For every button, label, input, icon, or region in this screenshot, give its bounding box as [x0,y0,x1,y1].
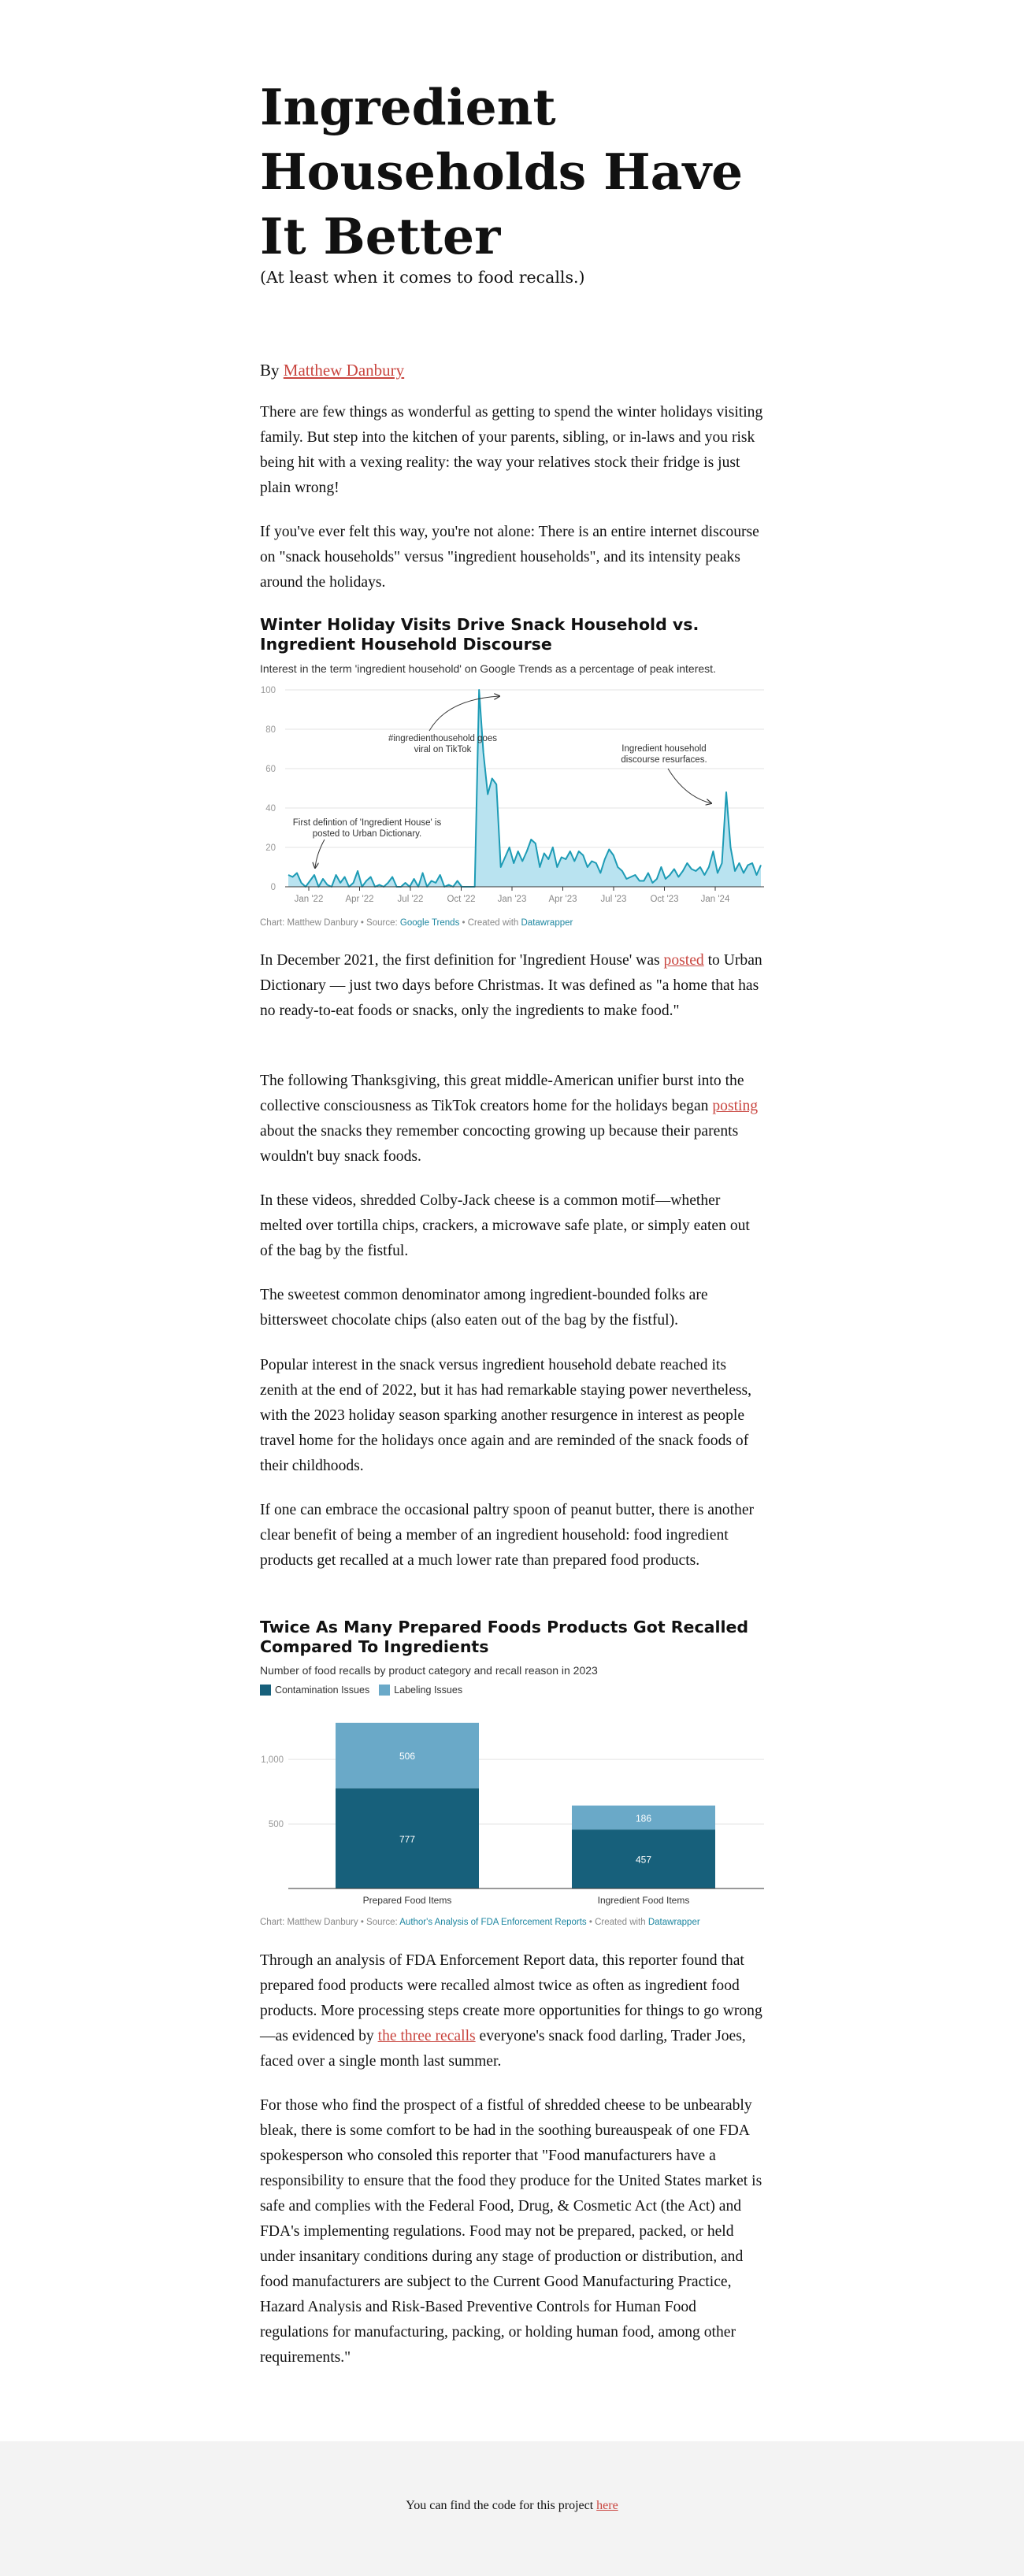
p3-text-a: In December 2021, the first definition f… [260,952,664,969]
annotation-urban-dictionary: First defintion of 'Ingredient House' is… [293,818,442,868]
annotation-tiktok-arrow [429,696,499,732]
bar-value-label: 186 [636,1813,651,1824]
bar-value-label: 457 [636,1855,651,1866]
chart1-x-tick: Oct '23 [650,895,678,904]
chart1-y-tick: 80 [265,725,276,735]
bar-contamination [336,1788,479,1888]
legend-labeling-swatch [379,1685,391,1696]
p9-text-b: everyone's snack food darling, Trader Jo… [260,2028,746,2070]
bar-value-label: 777 [399,1833,415,1844]
chart2-subtitle: Number of food recalls by product catego… [260,1664,598,1677]
bar-contamination [572,1829,715,1888]
chart1-source-prefix: Chart: Matthew Danbury • Source: [260,918,400,928]
legend-labeling-label: Labeling Issues [394,1685,463,1696]
chart1-source-link[interactable]: Google Trends [399,918,460,928]
chart1-x-tick: Jul '23 [601,895,627,904]
chart1-source: Chart: Matthew Danbury • Source: Google … [260,918,772,928]
annotation-urban-line2: posted to Urban Dictionary. [313,829,422,839]
svg-text:viral on TikTok: viral on TikTok [414,745,472,754]
paragraph-fda-analysis: Through an analysis of FDA Enforcement R… [260,1948,766,2074]
chart2-created-prefix: • Created with [586,1918,648,1927]
chart2-y-tick: 500 [269,1820,284,1829]
paragraph-discourse: If you've ever felt this way, you're not… [260,524,759,591]
paragraph-colby-jack: In these videos, shredded Colby-Jack che… [260,1192,750,1259]
annotation-urban-arrow [315,839,325,868]
chart1-y-tick: 40 [265,804,276,814]
paragraph-zenith: Popular interest in the snack versus ing… [260,1357,752,1474]
chart1-y-tick: 60 [265,765,276,774]
chart1-y-tick: 20 [265,843,276,853]
chart2-source-link[interactable]: Author's Analysis of FDA Enforcement Rep… [399,1918,587,1927]
paragraph-thanksgiving: The following Thanksgiving, this great m… [260,1069,766,1169]
paragraph-chocolate-chips: The sweetest common denominator among in… [260,1287,708,1329]
chart1-title: Winter Holiday Visits Drive Snack Househ… [260,615,699,654]
chart1-datawrapper-link[interactable]: Datawrapper [521,918,573,928]
p9-text-a: Through an analysis of FDA Enforcement R… [260,1952,762,2044]
p4-text-a: The following Thanksgiving, this great m… [260,1073,744,1114]
chart1-y-tick: 100 [261,686,276,695]
legend-contamination: Contamination Issues [260,1685,369,1696]
annotation-resurface-arrow [667,768,711,803]
three-recalls-link[interactable]: the three recalls [377,2028,476,2044]
paragraph-intro: There are few things as wonderful as get… [260,404,763,496]
footer-prefix: You can find the code for this project [406,2499,597,2512]
chart1-x-tick: Jan '23 [498,895,527,904]
recalls-bar-chart: 500 1,000 777 506 457 186 Prepared Food Item… [261,1722,764,1906]
bar-labeling [336,1722,479,1788]
svg-text:First defintion of 'Ingredient: First defintion of 'Ingredient House' is [293,818,442,828]
chart1-subtitle: Interest in the term 'ingredient househo… [260,662,716,675]
chart1-y-tick: 0 [271,883,276,892]
bar-value-label: 506 [399,1751,415,1762]
chart1-x-tick: Apr '23 [548,895,577,904]
svg-text:discourse resurfaces.: discourse resurfaces. [621,755,707,765]
legend-labeling: Labeling Issues [379,1685,462,1696]
chart1-x-tick: Jan '22 [295,895,324,904]
p3-text-b: to Urban Dictionary — just two days befo… [260,952,762,1019]
chart1-x-tick: Jul '22 [398,895,424,904]
chart1-x-tick: Oct '22 [447,895,475,904]
byline-prefix: By [260,361,284,380]
paragraph-peanut-butter: If one can embrace the occasional paltry… [260,1502,755,1569]
chart2-datawrapper-link[interactable]: Datawrapper [647,1918,700,1927]
posting-link[interactable]: posting [712,1098,759,1114]
article-subtitle: (At least when it comes to food recalls.… [260,268,585,287]
chart2-category-label: Prepared Food Items [363,1895,452,1906]
chart2-category-label: Ingredient Food Items [598,1895,690,1906]
paragraph-fda-spokesperson: For those who find the prospect of a fis… [260,2097,762,2366]
annotation-urban-line1: First defintion of 'Ingredient House' is [293,818,442,828]
svg-text:posted to Urban Dictionary.: posted to Urban Dictionary. [313,829,422,839]
footer-code-link[interactable]: here [596,2499,618,2512]
chart2-title: Twice As Many Prepared Foods Products Go… [260,1618,749,1656]
byline: By Matthew Danbury [260,358,404,382]
annotation-tiktok-line2: viral on TikTok [414,745,472,754]
trends-area-chart: 0 20 40 60 80 100 Jan '22 Apr '22 Jul '22 Oct '2… [261,686,764,904]
posted-link[interactable]: posted [663,952,704,969]
chart2-source: Chart: Matthew Danbury • Source: Author'… [260,1918,772,1927]
svg-text:#ingredienthousehold goes: #ingredienthousehold goes [388,734,497,743]
chart1-created-prefix: • Created with [459,918,521,928]
paragraph-urban-dictionary: In December 2021, the first definition f… [260,948,766,1024]
chart1-x-tick: Jan '24 [701,895,730,904]
legend-contamination-swatch [260,1685,271,1696]
annotation-tiktok-line1: #ingredienthousehold goes [388,734,497,743]
chart2-y-tick: 1,000 [261,1755,284,1765]
legend-contamination-label: Contamination Issues [275,1685,370,1696]
annotation-resurface: Ingredient household discourse resurface… [621,744,711,803]
annotation-resurface-line1: Ingredient household [621,744,706,754]
trend-line [288,689,762,888]
bar-labeling [572,1805,715,1830]
chart1-x-tick: Apr '22 [345,895,373,904]
chart2-legend: Contamination Issues Labeling Issues [260,1685,462,1696]
annotation-resurface-line2: discourse resurfaces. [621,755,707,765]
svg-text:Ingredient household: Ingredient household [621,744,706,754]
p4-text-b: about the snacks they remember concoctin… [260,1123,739,1165]
chart2-source-prefix: Chart: Matthew Danbury • Source: [260,1918,400,1927]
trend-area [288,690,761,887]
author-link[interactable]: Matthew Danbury [283,361,405,380]
article-title: Ingredient Households Have It Better [260,78,744,265]
footer: You can find the code for this project h… [0,2441,1024,2576]
annotation-tiktok: #ingredienthousehold goes viral on TikTo… [388,696,499,754]
footer-text: You can find the code for this project h… [0,2499,1024,2513]
